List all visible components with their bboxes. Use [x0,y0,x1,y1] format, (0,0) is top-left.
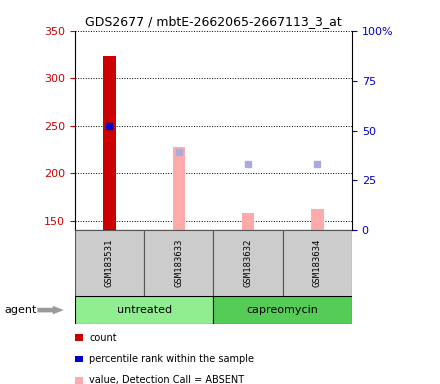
Bar [311,209,323,230]
Bar [103,56,116,230]
Text: capreomycin: capreomycin [247,305,319,315]
Text: agent: agent [4,305,37,315]
Bar [172,147,185,230]
Text: GSM183632: GSM183632 [244,239,253,287]
Bar [213,230,283,296]
Bar [242,213,254,230]
Bar [213,296,352,324]
Text: GSM183531: GSM183531 [105,239,114,287]
Text: untreated: untreated [117,305,172,315]
Bar [75,230,144,296]
Text: GSM183634: GSM183634 [313,239,322,287]
Bar [283,230,352,296]
Title: GDS2677 / mbtE-2662065-2667113_3_at: GDS2677 / mbtE-2662065-2667113_3_at [85,15,342,28]
Text: count: count [89,333,117,343]
Bar [75,296,213,324]
Text: percentile rank within the sample: percentile rank within the sample [89,354,254,364]
Text: value, Detection Call = ABSENT: value, Detection Call = ABSENT [89,375,245,384]
Text: GSM183633: GSM183633 [174,239,183,287]
Bar [144,230,213,296]
